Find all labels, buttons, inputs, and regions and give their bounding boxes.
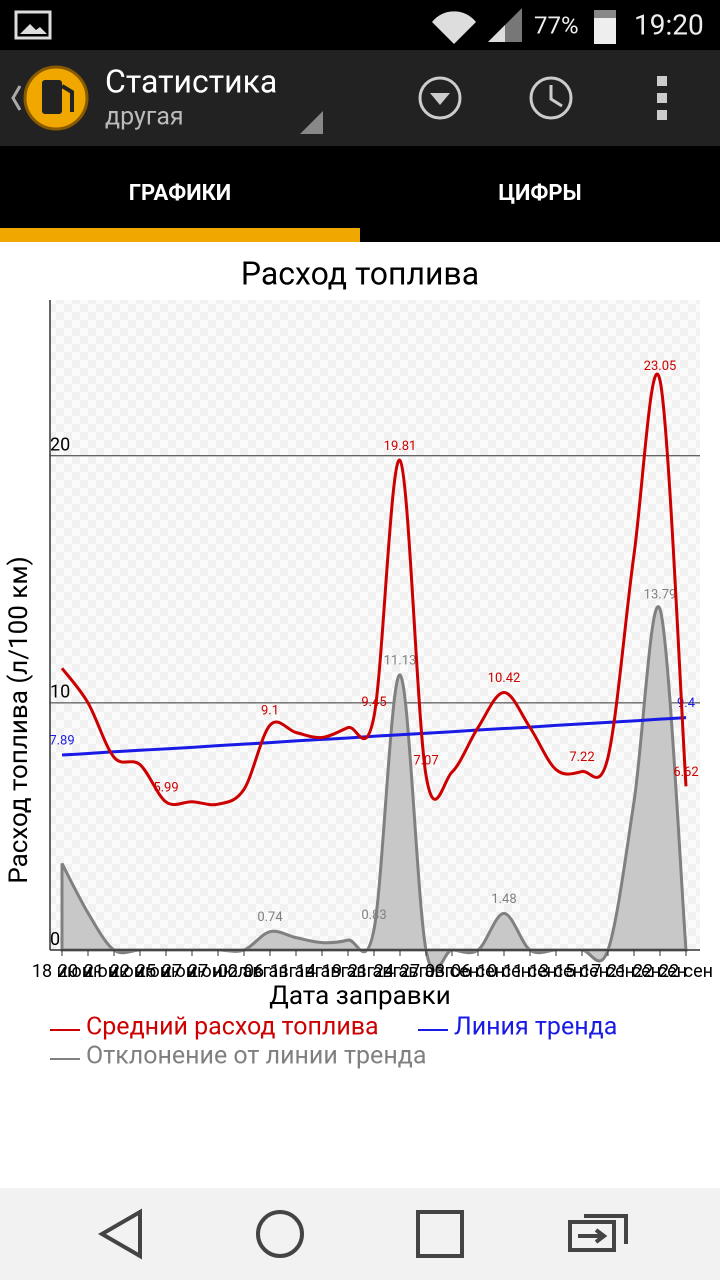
- app-bar: [0, 50, 720, 146]
- tab-charts[interactable]: ГРАФИКИ: [129, 181, 231, 206]
- y-axis-label: Расход топлива (л/100 км): [4, 556, 34, 883]
- data-label: 0.74: [257, 910, 283, 925]
- x-tick-label: 06 сен: [451, 961, 505, 982]
- nav-back[interactable]: [98, 1208, 142, 1260]
- x-tick-label: 22 сен: [659, 961, 713, 982]
- x-tick-label: 27 июл: [188, 961, 248, 982]
- spinner-corner: [300, 111, 323, 134]
- filter-button[interactable]: [418, 76, 462, 120]
- fuel-hose: [60, 84, 74, 112]
- x-tick-label: 13 сен: [529, 961, 583, 982]
- tab-numbers[interactable]: ЦИФРЫ: [498, 181, 581, 206]
- legend-label: Средний расход топлива: [86, 1013, 379, 1042]
- x-tick-label: 06 авг: [244, 961, 297, 982]
- x-tick-label: 20 июн: [58, 961, 118, 982]
- line: [60, 372, 688, 807]
- x-tick-label: 02 авг: [218, 961, 271, 982]
- tab-indicator: [0, 228, 360, 242]
- data-label: 0.83: [361, 908, 386, 923]
- nav-recent[interactable]: [416, 1210, 464, 1258]
- data-label: 7.89: [49, 733, 74, 748]
- clock-hands: [549, 85, 563, 108]
- x-tick-label: 21 сен: [607, 961, 661, 982]
- app-subtitle[interactable]: другая: [105, 103, 184, 132]
- y-tick-label: 0: [50, 929, 60, 950]
- menu-button[interactable]: [657, 76, 667, 120]
- history-button[interactable]: [529, 76, 573, 120]
- x-tick-label: 24 авг: [374, 961, 427, 982]
- app-title: Статистика: [105, 62, 277, 100]
- back-chevron[interactable]: [11, 85, 22, 111]
- x-tick-label: 27 июн: [162, 961, 222, 982]
- filter-arrow: [430, 93, 450, 105]
- x-tick-label: 21 авг: [348, 961, 401, 982]
- data-label: 10.42: [488, 671, 521, 686]
- wifi-icon: [432, 11, 476, 45]
- gallery-icon-shape: [20, 24, 47, 34]
- nav-home[interactable]: [256, 1210, 304, 1258]
- data-label: 1.48: [491, 892, 516, 907]
- x-tick-label: 11 сен: [503, 961, 557, 982]
- fuel-pump: [42, 80, 62, 114]
- plot-background: [50, 300, 700, 950]
- x-tick-label: 10 сен: [477, 961, 531, 982]
- data-label: 5.99: [153, 780, 178, 795]
- x-tick-label: 22 сен: [633, 961, 687, 982]
- data-label: 9.45: [361, 695, 386, 710]
- gallery-icon: [14, 10, 52, 40]
- data-label: 9.1: [261, 704, 279, 719]
- data-label: 6.62: [673, 765, 698, 780]
- y-tick-label: 20: [50, 434, 70, 455]
- x-tick-label: 19 авг: [322, 961, 375, 982]
- legend-label: Линия тренда: [454, 1013, 617, 1042]
- x-tick-label: 15 сен: [555, 961, 609, 982]
- x-tick-label: 17 сен: [581, 961, 635, 982]
- tab-bar: [0, 146, 720, 242]
- signal-level: [488, 25, 505, 42]
- x-tick-label: 27 авг: [400, 961, 453, 982]
- chart-title: Расход топлива: [241, 254, 479, 292]
- clock: 19:20: [634, 8, 704, 41]
- line: [61, 716, 687, 757]
- x-axis-label: Дата заправки: [269, 981, 450, 1011]
- data-label: 11.13: [384, 653, 417, 668]
- battery-level: [594, 18, 616, 44]
- x-tick-label: 18 июн: [32, 961, 92, 982]
- x-tick-label: 21 июн: [84, 961, 144, 982]
- data-label: 19.81: [384, 439, 417, 454]
- x-tick-label: 25 июн: [136, 961, 196, 982]
- x-tick-label: 22 июн: [110, 961, 170, 982]
- data-label: 7.22: [569, 750, 594, 765]
- data-label: 7.07: [413, 754, 438, 769]
- x-tick-label: 11 авг: [270, 961, 323, 982]
- data-label: 13.79: [644, 588, 677, 603]
- x-tick-label: 14 авг: [296, 961, 349, 982]
- nav-switch[interactable]: [568, 1214, 628, 1252]
- legend-label: Отклонение от линии тренда: [86, 1042, 426, 1071]
- y-tick-label: 10: [50, 682, 70, 703]
- battery-percent: 77%: [534, 11, 579, 39]
- x-tick-label: 03 сен: [425, 961, 479, 982]
- data-label: 23.05: [644, 359, 677, 374]
